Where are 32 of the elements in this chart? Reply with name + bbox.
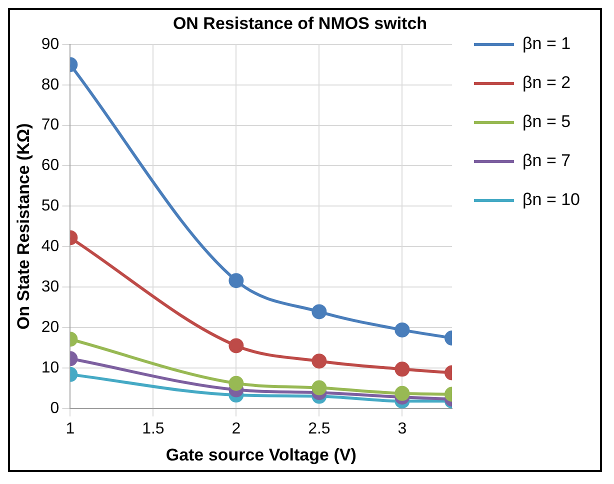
x-tick-label: 1.5 <box>142 420 164 438</box>
y-tick-label: 30 <box>41 278 60 296</box>
chart-title: ON Resistance of NMOS switch <box>172 14 428 33</box>
point <box>312 304 327 320</box>
y-tick-label: 60 <box>41 157 60 174</box>
point <box>394 386 410 401</box>
legend-label: βn = 7 <box>522 151 571 170</box>
x-tick-label: 1 <box>66 420 75 438</box>
x-axis-title: Gate source Voltage (V) <box>166 445 356 464</box>
point <box>394 322 410 338</box>
y-tick-label: 90 <box>41 36 60 53</box>
legend-label: βn = 2 <box>522 73 571 92</box>
point <box>312 354 327 369</box>
y-tick-label: 80 <box>41 76 60 94</box>
point <box>228 273 244 288</box>
y-tick-label: 20 <box>41 318 60 336</box>
x-tick-label: 2 <box>232 420 241 438</box>
point <box>228 338 244 354</box>
y-tick-label: 0 <box>50 400 60 417</box>
x-tick-label: 2.5 <box>308 420 330 438</box>
y-tick-label: 70 <box>41 116 60 134</box>
point <box>312 380 327 396</box>
y-tick-label: 50 <box>41 198 60 215</box>
point <box>228 376 244 391</box>
y-axis-title: On State Resistance (KΩ) <box>14 123 33 330</box>
point <box>394 362 410 377</box>
legend-label: βn = 1 <box>522 34 571 54</box>
legend-label: βn = 10 <box>522 190 580 210</box>
y-tick-label: 40 <box>41 238 60 256</box>
x-tick-label: 3 <box>398 420 407 438</box>
y-tick-label: 10 <box>41 359 60 376</box>
legend-label: βn = 5 <box>522 112 571 132</box>
